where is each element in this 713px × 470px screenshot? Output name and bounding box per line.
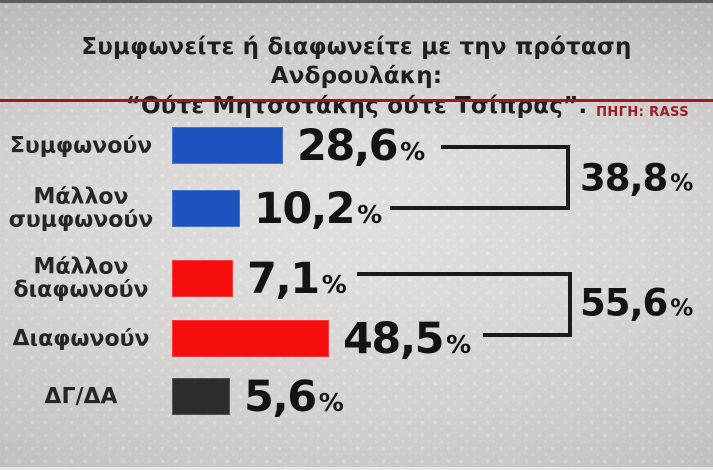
red-divider-line bbox=[0, 99, 713, 102]
value-label: 5,6% bbox=[244, 372, 344, 422]
value-label: 7,1% bbox=[247, 254, 347, 304]
category-label: Μάλλον συμφωνούν bbox=[8, 184, 154, 233]
bar-dont-know bbox=[172, 378, 230, 415]
bar-rather-disagree bbox=[172, 260, 233, 297]
bottom-edge-strip bbox=[0, 467, 713, 470]
category-label: Διαφωνούν bbox=[12, 325, 150, 351]
disagree-total-label: 55,6% bbox=[580, 282, 693, 325]
value-label: 48,5% bbox=[343, 314, 471, 364]
value-number: 10,2 bbox=[254, 183, 356, 234]
value-number: 5,6 bbox=[244, 371, 317, 422]
top-edge-strip bbox=[0, 0, 713, 3]
title-line-2: “Ούτε Μητσοτάκης ούτε Τσίπρας”. bbox=[125, 92, 588, 119]
poll-question-title: Συμφωνείτε ή διαφωνείτε με την πρόταση Α… bbox=[0, 33, 713, 121]
value-label: 28,6% bbox=[297, 121, 425, 171]
percent-sign: % bbox=[670, 295, 694, 322]
group-total-number: 38,8 bbox=[580, 156, 668, 200]
group-total-number: 55,6 bbox=[580, 281, 668, 325]
value-number: 7,1 bbox=[247, 253, 320, 304]
value-label: 10,2% bbox=[254, 184, 382, 234]
title-line-1: Συμφωνείτε ή διαφωνείτε με την πρόταση Α… bbox=[81, 34, 632, 90]
percent-sign: % bbox=[357, 199, 383, 229]
value-number: 48,5 bbox=[343, 313, 445, 364]
percent-sign: % bbox=[446, 329, 472, 359]
source-label: ΠΗΓΗ: RASS bbox=[596, 105, 689, 120]
percent-sign: % bbox=[318, 387, 344, 417]
value-number: 28,6 bbox=[297, 120, 399, 171]
category-label: Συμφωνούν bbox=[9, 132, 153, 158]
chart-row-rather-disagree: Μάλλον διαφωνούν 7,1% bbox=[0, 254, 713, 304]
category-label: Μάλλον διαφωνούν bbox=[13, 254, 149, 303]
percent-sign: % bbox=[400, 136, 426, 166]
category-label: ΔΓ/ΔΑ bbox=[44, 383, 118, 409]
percent-sign: % bbox=[670, 170, 694, 197]
bar-agree bbox=[172, 127, 283, 164]
percent-sign: % bbox=[321, 269, 347, 299]
chart-row-disagree: Διαφωνούν 48,5% bbox=[0, 314, 713, 364]
agree-total-label: 38,8% bbox=[580, 157, 693, 200]
chart-row-rather-agree: Μάλλον συμφωνούν 10,2% bbox=[0, 184, 713, 234]
chart-row-agree: Συμφωνούν 28,6% bbox=[0, 121, 713, 171]
chart-row-dont-know: ΔΓ/ΔΑ 5,6% bbox=[0, 372, 713, 422]
bar-rather-agree bbox=[172, 190, 240, 227]
bar-disagree bbox=[172, 320, 329, 357]
